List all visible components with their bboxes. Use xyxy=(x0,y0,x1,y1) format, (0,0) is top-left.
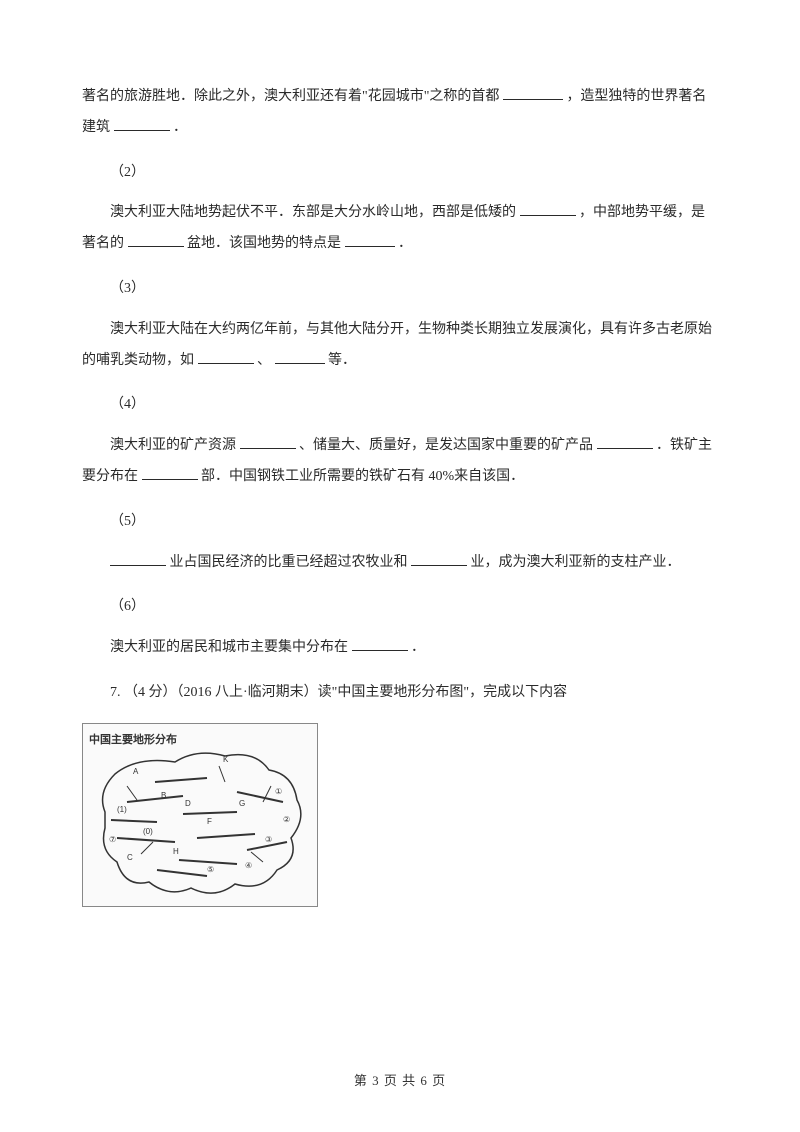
svg-text:(1): (1) xyxy=(117,805,127,814)
svg-text:C: C xyxy=(127,853,133,862)
paragraph-4: 澳大利亚的矿产资源 、储量大、质量好，是发达国家中重要的矿产品 ．铁矿主要分布在… xyxy=(82,431,718,493)
item-number-3: （3） xyxy=(82,274,718,305)
text: 澳大利亚大陆地势起伏不平．东部是大分水岭山地，西部是低矮的 xyxy=(110,205,520,220)
svg-text:⑦: ⑦ xyxy=(109,835,116,844)
blank-fill[interactable] xyxy=(240,436,296,449)
document-body: 著名的旅游胜地．除此之外，澳大利亚还有着"花园城市"之称的首都 ，造型独特的世界… xyxy=(82,82,718,907)
item-number-5: （5） xyxy=(82,507,718,538)
svg-text:D: D xyxy=(185,799,191,808)
text: 著名的旅游胜地．除此之外，澳大利亚还有着"花园城市"之称的首都 xyxy=(82,89,503,104)
text: 部．中国钢铁工业所需要的铁矿石有 40%来自该国． xyxy=(201,469,524,484)
blank-fill[interactable] xyxy=(345,234,395,247)
blank-fill[interactable] xyxy=(114,118,170,131)
blank-fill[interactable] xyxy=(275,350,325,363)
paragraph-3: 澳大利亚大陆在大约两亿年前，与其他大陆分开，生物种类长期独立发展演化，具有许多古… xyxy=(82,315,718,377)
question-7: 7. （4 分）（2016 八上·临河期末）读"中国主要地形分布图"，完成以下内… xyxy=(82,678,718,709)
blank-fill[interactable] xyxy=(411,552,467,565)
blank-fill[interactable] xyxy=(520,203,576,216)
item-number-6: （6） xyxy=(82,592,718,623)
paragraph-2: 澳大利亚大陆地势起伏不平．东部是大分水岭山地，西部是低矮的 ，中部地势平缓，是著… xyxy=(82,198,718,260)
text: 盆地．该国地势的特点是 xyxy=(187,236,341,251)
paragraph-5: 业占国民经济的比重已经超过农牧业和 业，成为澳大利亚新的支柱产业． xyxy=(82,548,718,579)
svg-text:G: G xyxy=(239,799,245,808)
blank-fill[interactable] xyxy=(142,467,198,480)
svg-text:⑤: ⑤ xyxy=(207,865,214,874)
blank-fill[interactable] xyxy=(597,436,653,449)
svg-text:②: ② xyxy=(283,815,290,824)
text: 澳大利亚大陆在大约两亿年前，与其他大陆分开，生物种类长期独立发展演化，具有许多古… xyxy=(82,322,712,368)
blank-fill[interactable] xyxy=(110,552,166,565)
blank-fill[interactable] xyxy=(198,350,254,363)
svg-text:A: A xyxy=(133,767,139,776)
svg-text:B: B xyxy=(161,791,166,800)
page-footer: 第 3 页 共 6 页 xyxy=(0,1067,800,1096)
text: ． xyxy=(398,236,412,251)
blank-fill[interactable] xyxy=(503,87,563,100)
text: 业占国民经济的比重已经超过农牧业和 xyxy=(170,555,412,570)
blank-fill[interactable] xyxy=(128,234,184,247)
blank-fill[interactable] xyxy=(352,638,408,651)
text: 等． xyxy=(328,353,356,368)
item-number-4: （4） xyxy=(82,390,718,421)
map-figure: 中国主要地形分布 AK (1)(0) DF G① ②③ ④⑤ HC ⑦B xyxy=(82,723,318,907)
text: 业，成为澳大利亚新的支柱产业． xyxy=(471,555,681,570)
text: 澳大利亚的居民和城市主要集中分布在 xyxy=(110,640,352,655)
svg-text:(0): (0) xyxy=(143,827,153,836)
svg-text:④: ④ xyxy=(245,861,252,870)
china-map-icon: A K (1) (0) D F G ① ② ③ ④ ⑤ H C ⑦ B xyxy=(87,742,313,902)
text: 澳大利亚的矿产资源 xyxy=(110,438,240,453)
svg-text:H: H xyxy=(173,847,179,856)
paragraph-6: 澳大利亚的居民和城市主要集中分布在 ． xyxy=(82,633,718,664)
text: ． xyxy=(411,640,425,655)
svg-text:①: ① xyxy=(275,787,282,796)
svg-text:F: F xyxy=(207,817,212,826)
item-number-2: （2） xyxy=(82,158,718,189)
svg-text:③: ③ xyxy=(265,835,272,844)
paragraph-1: 著名的旅游胜地．除此之外，澳大利亚还有着"花园城市"之称的首都 ，造型独特的世界… xyxy=(82,82,718,144)
svg-text:K: K xyxy=(223,755,229,764)
text: 、 xyxy=(257,353,275,368)
text: 、储量大、质量好，是发达国家中重要的矿产品 xyxy=(299,438,597,453)
text: ． xyxy=(173,120,187,135)
